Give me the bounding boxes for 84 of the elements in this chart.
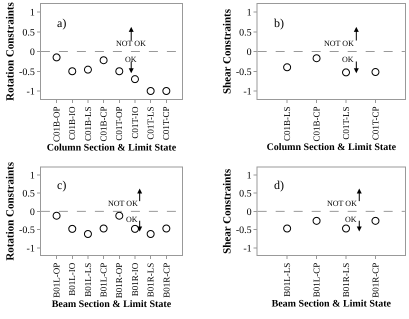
y-tick-label: 1 <box>30 8 35 19</box>
point <box>312 54 321 62</box>
point <box>68 67 76 76</box>
x-tick-label: B01R-LS <box>340 262 351 298</box>
annotation: d) <box>274 178 284 192</box>
x-axis-title: Beam Section & Limit State <box>52 298 172 310</box>
y-axis-title: Rotation Constraints <box>4 161 17 261</box>
y-tick-label: 1 <box>30 170 35 182</box>
annotation: NOT OK <box>327 199 358 208</box>
annotation: OK <box>345 215 357 224</box>
x-tick-label: B01L-OP <box>52 262 62 298</box>
x-tick-label: C01B-IO <box>67 106 78 140</box>
x-tick-label: C01B-OP <box>52 106 62 142</box>
y-tick-label: -0.5 <box>19 225 35 236</box>
y-tick-label: 0 <box>246 47 252 58</box>
x-axis-title: Column Section & Limit State <box>46 142 177 154</box>
point <box>162 224 170 233</box>
y-tick-label: 0.5 <box>239 188 252 200</box>
point <box>52 212 61 220</box>
y-tick-label: 0.5 <box>239 27 252 38</box>
x-tick-label: C01T-LS <box>340 106 351 140</box>
x-tick-label: B01L-LS <box>282 262 292 297</box>
y-tick-label: 0 <box>246 206 252 218</box>
x-tick-label: B01L-LS <box>82 262 93 297</box>
y-tick-label: -1 <box>26 86 35 98</box>
y-tick-label: -0.5 <box>236 225 252 236</box>
x-tick-label: B01L-IO <box>67 262 78 296</box>
y-tick-label: -1 <box>26 243 35 254</box>
point <box>115 212 124 220</box>
y-tick-label: 0 <box>30 47 35 58</box>
x-tick-label: B01L-CP <box>311 262 322 298</box>
x-tick-label: C01T-CP <box>370 106 380 140</box>
x-tick-label: B01R-CP <box>161 262 172 298</box>
x-tick-label: C01T-CP <box>161 106 172 140</box>
point <box>146 86 155 95</box>
annotation: a) <box>57 16 66 30</box>
point <box>84 66 92 74</box>
point <box>146 230 155 238</box>
y-tick-label: 0.5 <box>22 188 35 200</box>
y-tick-label: -0.5 <box>236 66 252 78</box>
y-tick-label: 0.5 <box>22 27 35 38</box>
annotation: OK <box>126 215 138 224</box>
y-tick-label: -0.5 <box>19 66 35 78</box>
x-tick-label: C01B-CP <box>98 106 109 142</box>
x-tick-label: B01R-CP <box>370 262 380 298</box>
annotation: OK <box>342 55 354 64</box>
y-axis-title: Shear Constraints <box>221 8 234 94</box>
annotation: b) <box>274 16 284 30</box>
x-axis-title: Beam Section & Limit State <box>272 298 392 310</box>
x-tick-label: B01R-OP <box>114 262 124 298</box>
y-tick-label: -1 <box>243 86 252 98</box>
annotation: OK <box>125 55 137 64</box>
x-tick-label: B01R-IO <box>130 262 140 296</box>
point <box>371 68 380 76</box>
point <box>52 53 61 62</box>
x-tick-label: B01L-CP <box>98 262 109 298</box>
y-tick-label: 1 <box>246 8 252 19</box>
point <box>100 224 108 233</box>
point <box>130 224 139 233</box>
annotation: c) <box>57 178 66 192</box>
point <box>84 230 92 238</box>
point <box>283 63 292 72</box>
point <box>342 68 350 76</box>
x-tick-label: C01T-LS <box>146 106 156 140</box>
y-axis-title: Shear Constraints <box>221 168 234 254</box>
annotation: NOT OK <box>324 39 354 48</box>
x-tick-label: C01T-OP <box>114 106 124 141</box>
point <box>162 86 170 95</box>
point <box>68 224 76 233</box>
x-tick-label: C01B-LS <box>82 106 93 142</box>
x-tick-label: C01B-CP <box>311 106 322 142</box>
x-tick-label: B01R-LS <box>146 262 156 298</box>
point <box>115 67 124 76</box>
x-axis-title: Column Section & Limit State <box>266 142 397 154</box>
y-tick-label: 1 <box>246 170 252 182</box>
y-axis-title: Rotation Constraints <box>4 1 17 101</box>
y-tick-label: 0 <box>30 206 35 218</box>
point <box>130 75 139 84</box>
y-tick-label: -1 <box>243 243 252 254</box>
x-tick-label: C01T-IO <box>130 106 140 139</box>
x-tick-label: C01B-LS <box>282 106 292 142</box>
annotation: NOT OK <box>116 39 146 48</box>
annotation: NOT OK <box>108 199 138 208</box>
point <box>100 56 108 64</box>
